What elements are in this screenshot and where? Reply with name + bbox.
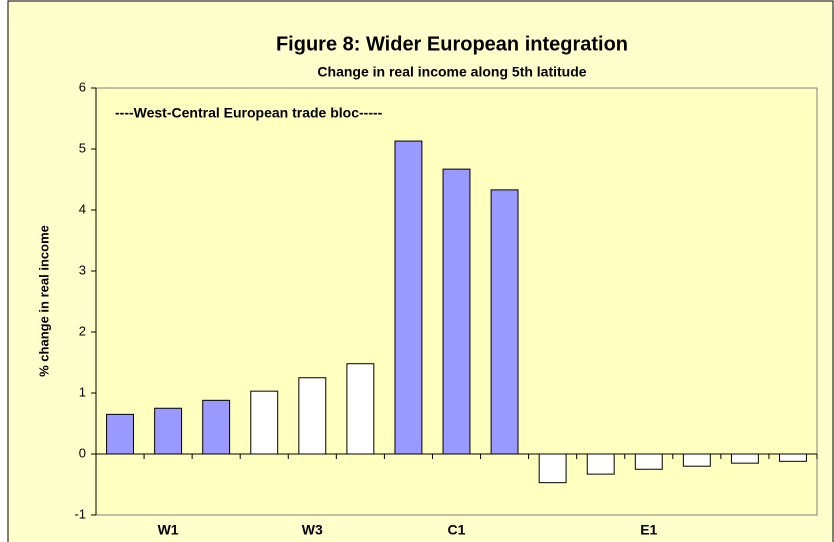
bar <box>538 453 567 484</box>
bar <box>346 363 375 455</box>
bar <box>682 453 711 467</box>
bar <box>442 168 471 455</box>
y-tick-label: 0 <box>79 445 86 460</box>
x-tick-label: W3 <box>302 522 323 538</box>
bar <box>298 377 327 455</box>
x-tick-label: C1 <box>448 522 466 538</box>
annotation: ----West-Central European trade bloc----… <box>115 105 383 121</box>
y-tick-label: 6 <box>79 79 86 94</box>
y-tick-label: 3 <box>79 262 86 277</box>
bar <box>202 399 231 455</box>
chart-subtitle: Change in real income along 5th latitude <box>317 64 586 80</box>
bar <box>490 189 519 455</box>
y-tick-label: -1 <box>74 506 86 521</box>
bar <box>250 390 279 455</box>
y-tick-label: 2 <box>79 323 86 338</box>
y-tick-label: 5 <box>79 140 86 155</box>
bar <box>154 407 183 455</box>
bar <box>394 140 423 455</box>
bar <box>586 453 615 475</box>
bar <box>730 453 759 464</box>
y-tick-label: 1 <box>79 384 86 399</box>
bar <box>106 413 134 455</box>
y-tick-label: 4 <box>79 201 86 216</box>
y-axis-label: % change in real income <box>36 225 51 377</box>
bar <box>779 453 807 462</box>
x-tick-label: E1 <box>640 522 657 538</box>
bar <box>634 453 663 470</box>
x-tick-label: W1 <box>158 522 179 538</box>
chart-title: Figure 8: Wider European integration <box>276 33 628 55</box>
